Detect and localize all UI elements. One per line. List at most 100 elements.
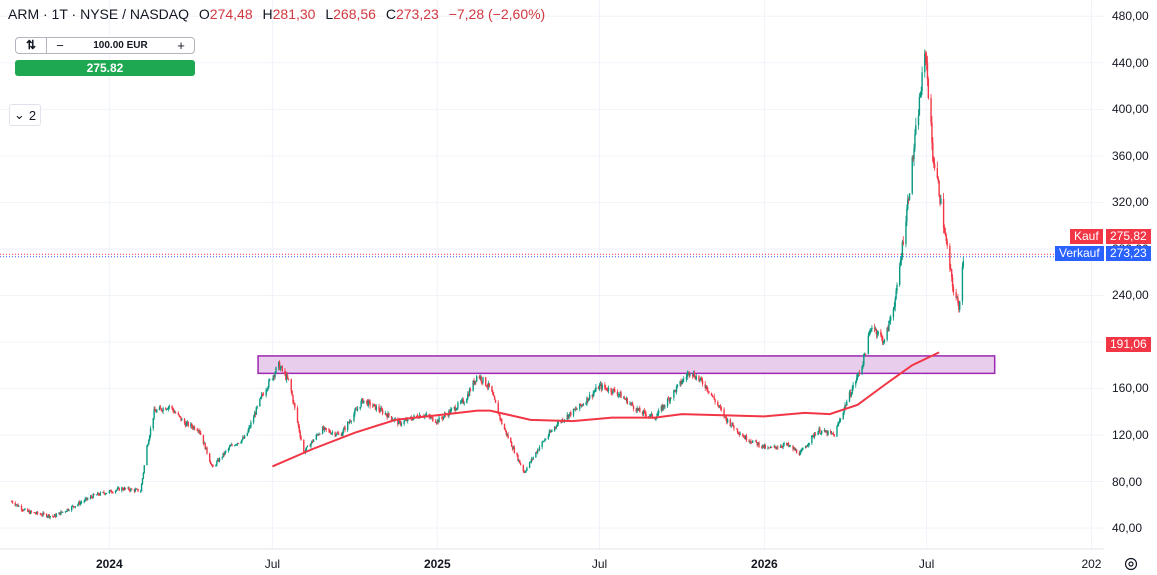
candle-body [340,433,343,436]
y-tick-label: 480,00 [1112,9,1149,24]
candle-body [85,497,87,500]
candle-body [286,375,288,380]
trade-price-button[interactable]: 275.82 [15,60,195,76]
candle-body [569,412,571,415]
candle-body [826,431,828,435]
candle-body [940,198,942,204]
candle-body [800,450,802,453]
candle-body [124,487,127,489]
candle-body [617,394,620,396]
candle-body [212,465,214,467]
candle-body [191,426,194,429]
candle-body [823,430,826,431]
candle-body [855,381,857,385]
candle-body [211,464,214,466]
candle-body [518,459,520,461]
candle-body [102,492,104,493]
candle-body [915,125,917,135]
candle-body [360,401,362,407]
candle-body [297,421,300,426]
candle-body [346,422,349,431]
candle-body [83,500,85,503]
candle-body [580,405,583,406]
candle-body [467,393,470,396]
quantity-decrease-button[interactable]: − [56,38,64,53]
candle-body [123,487,126,491]
candle-body [601,384,603,390]
candle-body [926,62,929,80]
candle-body [961,266,964,302]
close-label: C [385,6,396,22]
candle-body [156,409,158,413]
candle-body [880,331,882,336]
candle-body [595,387,597,391]
candle-body [505,430,507,435]
candle-body [845,404,847,406]
candle-body [670,397,672,399]
candle-body [532,457,534,460]
close-value: 273,23 [395,6,439,22]
candle-body [103,492,105,494]
candle-body [927,79,930,99]
candle-body [154,408,156,412]
candle-body [867,335,870,355]
candle-body [112,492,114,494]
candle-body [783,443,785,445]
candle-body [173,410,175,413]
symbol-title: ARM · 1T · NYSE / NASDAQ [8,6,189,22]
y-tick-label: 80,00 [1112,474,1143,489]
candle-body [673,390,675,398]
candle-body [350,420,352,422]
candle-body [250,422,252,427]
quantity-increase-button[interactable]: + [177,38,185,53]
candle-body [387,413,389,418]
candle-body [863,354,865,365]
candle-body [363,400,365,403]
support-zone-rect [257,355,996,375]
candle-body [545,439,547,440]
settings-gear-icon[interactable] [1123,556,1139,572]
candle-body [529,461,532,463]
candle-body [642,410,645,415]
candle-body [336,433,338,435]
candle-body [846,401,848,406]
candle-body [877,331,879,334]
switch-direction-icon[interactable]: ⇅ [16,38,47,53]
candle-body [497,402,499,414]
candle-body [890,317,892,321]
indicator-collapse-button[interactable]: ⌄ 2 [9,104,41,126]
candle-body [330,432,333,434]
candle-body [693,372,696,378]
quantity-control: ⇅ − 100.00 EUR + [15,37,195,54]
candle-body [30,510,33,513]
candle-body [625,398,628,400]
candle-body [291,390,293,396]
candle-body [824,430,827,433]
candle-body [630,403,632,405]
candle-body [511,446,514,450]
candle-body [938,180,940,196]
candle-body [668,398,671,402]
candle-body [813,434,816,437]
candle-body [657,413,659,416]
candle-body [733,426,735,429]
candle-body [33,512,35,513]
candle-body [280,366,283,368]
candle-body [335,434,337,436]
candle-body [606,390,609,392]
candle-body [807,444,809,446]
candle-body [713,396,715,400]
candle-body [555,426,558,428]
candle-body [801,449,803,451]
candle-body [196,429,198,431]
candle-body [285,373,287,380]
candle-body [78,501,80,505]
candle-body [557,421,559,424]
candle-body [526,467,528,471]
candle-body [763,444,766,448]
candle-body [62,511,64,513]
quantity-value[interactable]: 100.00 EUR [93,40,148,51]
candle-body [592,392,594,397]
candle-body [87,498,89,500]
